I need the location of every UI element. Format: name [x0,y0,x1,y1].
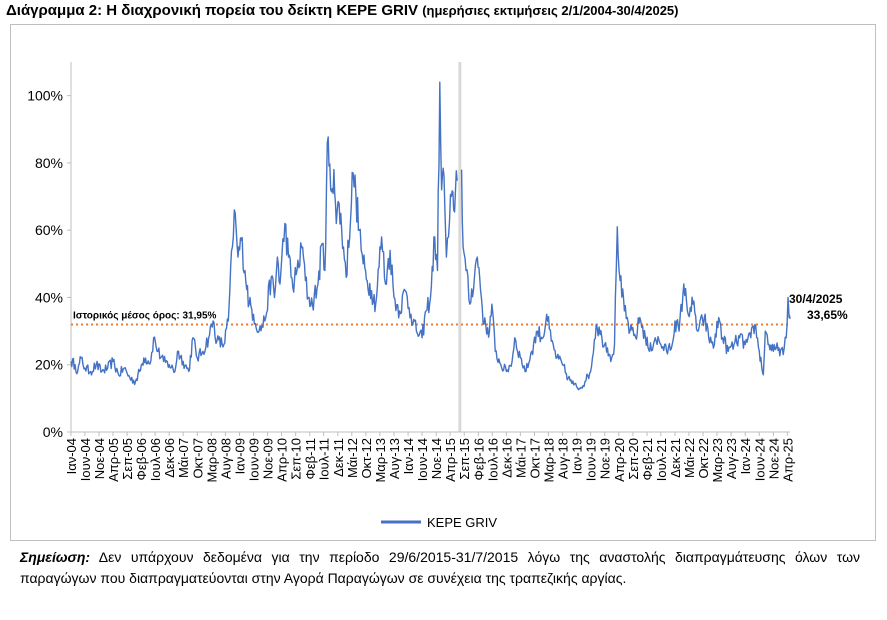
y-tick-label: 20% [35,357,63,373]
x-tick-label: Νοε-09 [261,438,276,479]
series-line-kepe-griv [70,81,791,391]
x-tick-label: Ιουλ-21 [654,438,669,481]
x-tick-label: Μαρ-23 [710,438,725,483]
x-tick-label: Φεβ-21 [640,438,655,480]
x-tick-label: Ιαν-09 [233,438,248,474]
x-tick-label: Δεκ-11 [331,438,346,477]
x-tick-label: Αυγ-23 [724,438,739,479]
x-tick-label: Απρ-10 [275,438,290,482]
x-tick-label: Ιουν-24 [752,438,767,481]
mean-line-label: Ιστορικός μέσος όρος: 31,95% [73,311,217,322]
legend-label: ΚΕΡΕ GRIV [427,515,497,530]
x-tick-label: Απρ-20 [612,438,627,482]
x-tick-label: Απρ-15 [443,438,458,482]
x-tick-label: Αυγ-13 [387,438,402,479]
chart-title-main: Διάγραμμα 2: Η διαχρονική πορεία του δεί… [6,2,419,19]
x-tick-label: Δεκ-16 [499,438,514,478]
x-tick-label: Απρ-05 [106,438,121,482]
x-tick-label: Ιαν-19 [570,438,585,474]
x-tick-label: Φεβ-11 [303,438,318,479]
x-tick-label: Μάι-07 [176,438,191,478]
x-tick-label: Αυγ-08 [218,438,233,479]
y-tick-label: 0% [43,424,63,440]
x-tick-label: Φεβ-06 [134,438,149,480]
x-tick-label: Ιουλ-16 [485,438,500,481]
x-tick-label: Οκτ-17 [527,438,542,479]
y-tick-label: 80% [35,155,63,171]
x-tick-label: Δεκ-21 [668,438,683,478]
x-tick-label: Μαρ-08 [204,438,219,483]
x-tick-label: Μάι-22 [682,438,697,478]
x-tick-label: Ιαν-14 [401,438,416,474]
gap-band [458,62,462,432]
x-tick-label: Οκτ-07 [190,438,205,479]
x-tick-label: Ιουν-19 [584,438,599,481]
x-tick-label: Νοε-14 [429,438,444,479]
x-tick-label: Ιουλ-06 [148,438,163,481]
chart-title: Διάγραμμα 2: Η διαχρονική πορεία του δεί… [6,2,881,19]
y-tick-label: 60% [35,222,63,238]
chart-frame: 0% 20% 40% 60% 80% 100% Ιαν-04 Ιουν-04 Νοε-04 Απρ… [10,24,876,541]
footnote-text: Δεν υπάρχουν δεδομένα για την περίοδο 29… [20,549,861,586]
x-tick-label: Μάι-17 [513,438,528,478]
x-tick-label: Μάι-12 [345,438,360,478]
x-tick-label: Οκτ-12 [359,438,374,479]
y-tick-label: 100% [27,88,63,104]
x-tick-label: Σεπ-15 [457,438,472,480]
x-tick-label: Ιουν-14 [415,438,430,481]
x-tick-label: Ιουν-04 [78,438,93,481]
chart-title-sub: (ημερήσιες εκτιμήσεις 2/1/2004-30/4/2025… [422,3,679,18]
x-tick-label: Οκτ-22 [696,438,711,479]
x-tick-label: Σεπ-10 [289,438,304,480]
x-tick-label: Δεκ-06 [162,438,177,478]
x-tick-label: Σεπ-20 [626,438,641,480]
x-tick-label: Φεβ-16 [471,438,486,480]
x-tick-label: Ιουν-09 [246,438,261,481]
x-tick-label: Απρ-25 [780,438,795,482]
x-tick-label: Νοε-19 [598,438,613,479]
end-annotation-value: 33,65% [807,308,848,322]
x-tick-label: Ιαν-04 [64,438,79,474]
x-tick-label: Νοε-24 [766,438,781,479]
x-tick-label: Μαρ-13 [373,438,388,483]
x-tick-label: Ιουλ-11 [317,438,332,480]
end-annotation-date: 30/4/2025 [789,292,843,306]
x-tick-label: Αυγ-18 [556,438,571,479]
x-tick-label: Σεπ-05 [120,438,135,480]
x-tick-label: Ιαν-24 [738,438,753,474]
x-tick-label: Νοε-04 [92,438,107,479]
x-tick-label: Μαρ-18 [541,438,556,483]
footnote: Σημείωση: Δεν υπάρχουν δεδομένα για την … [20,547,860,589]
line-chart: 0%20%40%60%80%100%Ιαν-04 Ιουν-04 Νοε-04Απρ… [27,62,848,530]
footnote-label: Σημείωση: [20,549,91,565]
y-tick-label: 40% [35,289,63,305]
